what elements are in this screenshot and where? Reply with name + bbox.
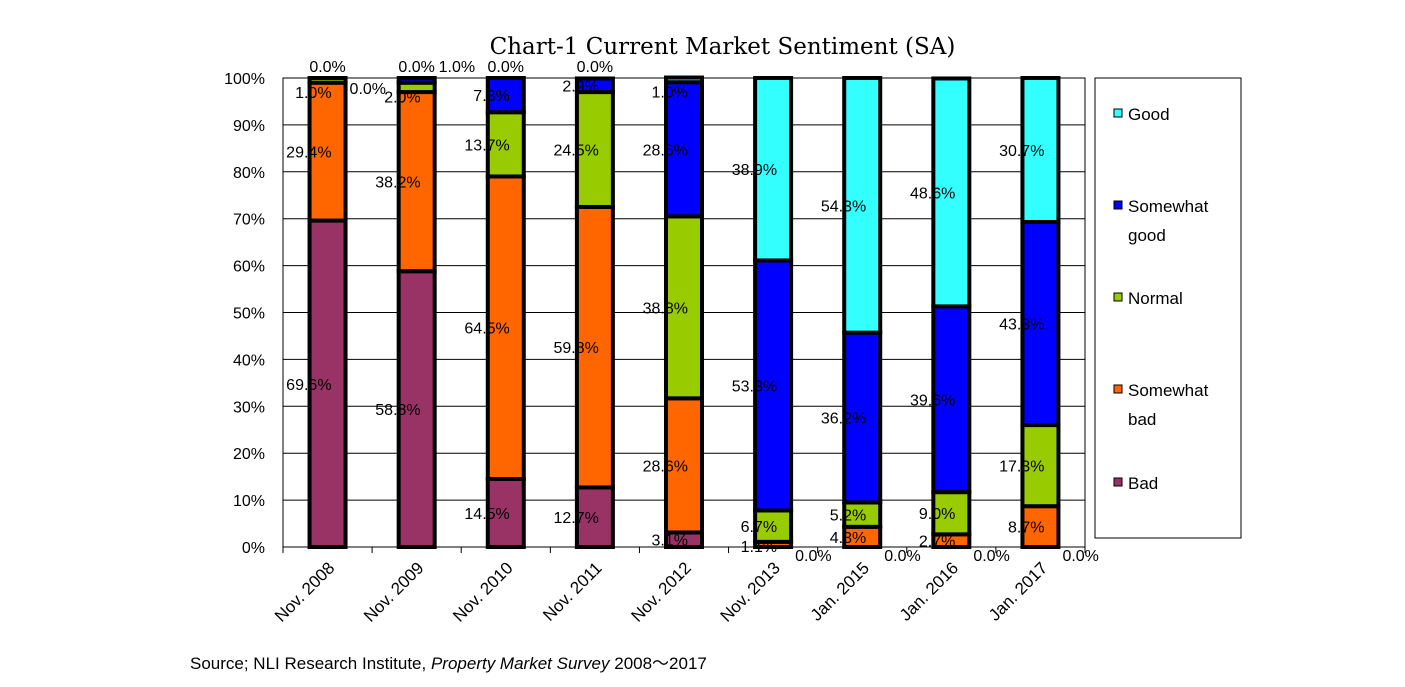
legend-label: bad <box>1128 410 1156 429</box>
data-label: 0.0% <box>795 548 831 565</box>
bar-segment-bad <box>574 485 615 550</box>
y-tick-label: 70% <box>233 212 265 229</box>
data-label: 2.0% <box>384 90 420 107</box>
bar-segment-bad <box>307 218 348 550</box>
data-label: 1.0% <box>439 59 475 76</box>
data-label: 38.8% <box>643 300 688 317</box>
source-title: Property Market Survey <box>430 654 610 673</box>
data-label: 13.7% <box>464 137 509 154</box>
data-label: 38.2% <box>375 175 420 192</box>
legend-swatch <box>1113 200 1123 210</box>
data-label: 69.6% <box>286 377 331 394</box>
data-label: 7.3% <box>473 88 509 105</box>
data-label: 0.0% <box>488 59 524 76</box>
bar-segment-somewhat-good <box>1020 219 1061 428</box>
legend-swatch <box>1113 384 1123 394</box>
data-label: 1.0% <box>295 85 331 102</box>
data-label: 0.0% <box>577 59 613 76</box>
data-label: 29.4% <box>286 145 331 162</box>
y-tick-label: 20% <box>233 446 265 463</box>
data-label: 0.0% <box>973 548 1009 565</box>
data-label: 64.5% <box>464 321 509 338</box>
legend-label: Normal <box>1128 289 1183 308</box>
x-tick-label: Nov. 2009 <box>360 558 427 625</box>
legend-swatch <box>1113 108 1123 118</box>
y-tick-label: 10% <box>233 493 265 510</box>
y-tick-label: 30% <box>233 399 265 416</box>
chart-title: Chart-1 Current Market Sentiment (SA) <box>489 34 956 60</box>
data-label: 0.0% <box>350 81 386 98</box>
x-tick-label: Jan. 2017 <box>985 558 1051 624</box>
data-label: 1.0% <box>652 85 688 102</box>
legend-label: Somewhat <box>1128 381 1209 400</box>
bar-segment-good <box>753 76 794 263</box>
bar-segment-good <box>931 76 972 309</box>
data-label: 0.0% <box>1062 548 1098 565</box>
y-tick-label: 100% <box>224 71 265 88</box>
legend-label: good <box>1128 226 1166 245</box>
y-tick-label: 0% <box>242 540 265 557</box>
x-tick-label: Jan. 2016 <box>896 558 962 624</box>
data-label: 36.2% <box>821 411 866 428</box>
legend-swatch <box>1113 292 1123 302</box>
data-label: 12.7% <box>554 510 599 527</box>
bar-segment-normal <box>1020 423 1061 509</box>
bar-segment-somewhat-bad <box>574 204 615 490</box>
bar-segment-good <box>842 76 883 335</box>
data-label: 48.6% <box>910 185 955 202</box>
x-tick-label: Nov. 2010 <box>449 558 516 625</box>
bar-segment-good <box>664 75 704 85</box>
y-tick-label: 60% <box>233 259 265 276</box>
data-label: 38.9% <box>732 162 777 179</box>
data-label: 58.8% <box>375 402 420 419</box>
data-label: 28.6% <box>643 458 688 475</box>
source-note: Source; NLI Research Institute, Property… <box>190 649 707 674</box>
y-tick-label: 90% <box>233 118 265 135</box>
data-label: 17.3% <box>999 459 1044 476</box>
legend-label: Bad <box>1128 474 1158 493</box>
bar-segment-somewhat-good <box>485 76 526 115</box>
x-tick-label: Nov. 2013 <box>717 558 784 625</box>
legend-label: Somewhat <box>1128 197 1209 216</box>
data-label: 59.8% <box>554 340 599 357</box>
data-label: 24.5% <box>554 143 599 160</box>
data-label: 5.2% <box>830 508 866 525</box>
data-label: 0.0% <box>884 548 920 565</box>
data-label: 2.7% <box>919 534 955 551</box>
x-tick-label: Nov. 2012 <box>627 558 694 625</box>
bar-segment-normal <box>753 508 794 544</box>
legend <box>1094 77 1242 539</box>
source-suffix: 2008～2017 <box>609 654 707 673</box>
bar-segment-somewhat-good <box>574 76 615 95</box>
y-tick-label: 40% <box>233 352 265 369</box>
y-tick-label: 50% <box>233 306 265 323</box>
data-label: 9.0% <box>919 506 955 523</box>
legend-swatch <box>1113 477 1123 487</box>
data-label: 4.3% <box>830 530 866 547</box>
bar-segment-good <box>1020 76 1061 224</box>
y-tick-label: 80% <box>233 165 265 182</box>
bar-segment-somewhat-good <box>396 76 437 85</box>
x-tick-label: Nov. 2011 <box>539 558 605 624</box>
data-label: 3.1% <box>652 533 688 550</box>
data-label: 0.0% <box>398 59 434 76</box>
x-tick-label: Jan. 2015 <box>807 558 873 624</box>
x-tick-label: Nov. 2008 <box>271 558 338 625</box>
data-label: 0.0% <box>309 59 345 76</box>
data-label: 8.7% <box>1008 520 1044 537</box>
data-label: 6.7% <box>741 519 777 536</box>
data-label: 53.3% <box>732 378 777 395</box>
source-prefix: Source; NLI Research Institute, <box>190 654 431 673</box>
data-label: 14.5% <box>464 506 509 523</box>
data-label: 54.3% <box>821 198 866 215</box>
bar-segment-somewhat-good <box>842 330 883 505</box>
data-label: 43.3% <box>999 317 1044 334</box>
bar-segment-normal <box>307 76 348 85</box>
data-label: 30.7% <box>999 143 1044 160</box>
data-label: 2.9% <box>562 78 598 95</box>
data-label: 39.6% <box>910 392 955 409</box>
legend-label: Good <box>1128 105 1170 124</box>
data-label: 28.6% <box>643 142 688 159</box>
